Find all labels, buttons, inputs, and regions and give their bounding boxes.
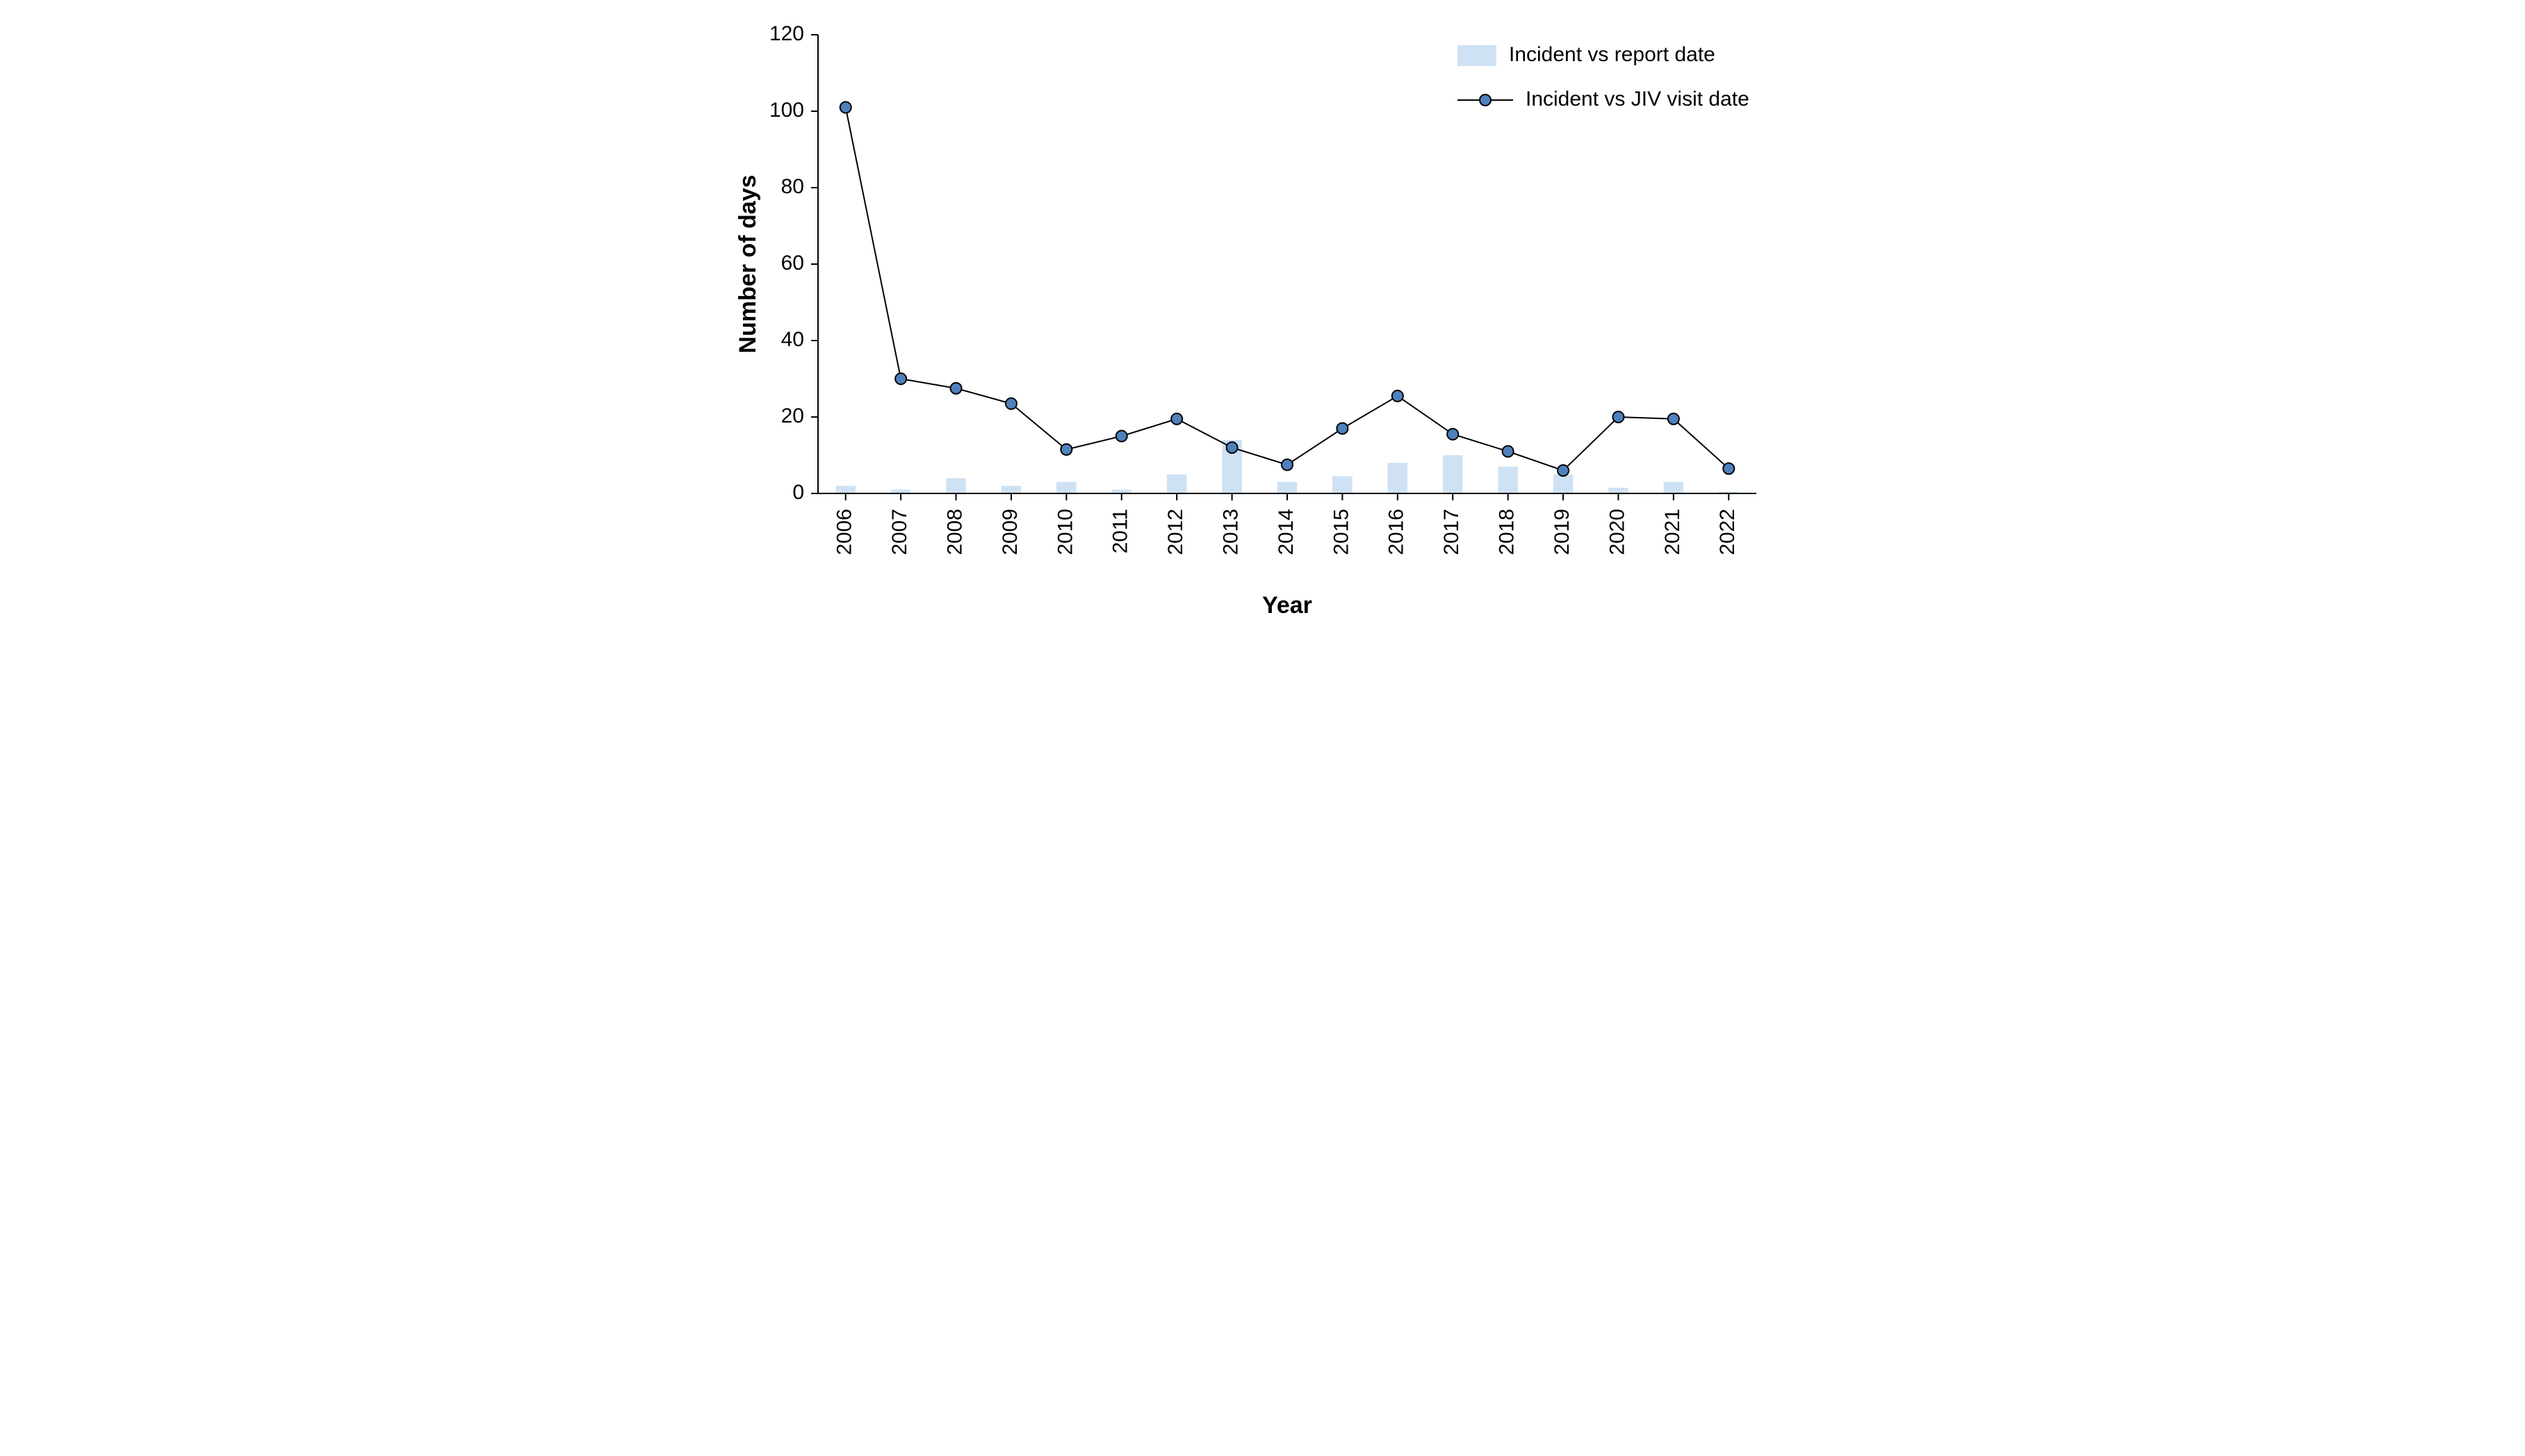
- line-marker: [1391, 391, 1403, 402]
- line-marker: [1667, 414, 1678, 425]
- legend-line-label: Incident vs JIV visit date: [1526, 88, 1749, 111]
- bar: [1332, 476, 1353, 493]
- x-tick-label: 2013: [1219, 509, 1242, 555]
- y-tick-label: 20: [781, 404, 803, 427]
- y-tick-label: 80: [781, 175, 803, 198]
- x-tick-label: 2008: [943, 509, 966, 555]
- line-marker: [1171, 414, 1182, 425]
- line-marker: [1226, 442, 1237, 453]
- y-axis-title: Number of days: [735, 175, 761, 354]
- line-marker: [895, 373, 906, 384]
- bar: [1442, 455, 1462, 493]
- x-tick-label: 2016: [1384, 509, 1407, 555]
- x-axis-title: Year: [1262, 592, 1312, 619]
- legend-bar-label: Incident vs report date: [1509, 43, 1715, 66]
- x-tick-label: 2015: [1330, 509, 1353, 555]
- line-marker: [1502, 446, 1513, 457]
- x-tick-label: 2010: [1054, 509, 1077, 555]
- x-tick-label: 2011: [1109, 509, 1131, 554]
- bar: [946, 478, 966, 493]
- bar: [1166, 475, 1186, 494]
- y-tick-label: 40: [781, 328, 803, 351]
- x-tick-label: 2017: [1440, 509, 1463, 555]
- line-marker: [1447, 429, 1458, 440]
- x-tick-label: 2006: [833, 509, 856, 555]
- x-tick-label: 2018: [1495, 509, 1518, 555]
- line-marker: [1005, 398, 1016, 409]
- line-marker: [840, 102, 851, 113]
- legend-bar-swatch: [1457, 45, 1496, 66]
- bar: [1663, 482, 1683, 494]
- line-marker: [1612, 411, 1624, 423]
- line-marker: [1337, 423, 1348, 434]
- x-tick-label: 2019: [1550, 509, 1573, 555]
- bar: [1387, 463, 1407, 493]
- line-marker: [1558, 465, 1569, 476]
- x-tick-label: 2014: [1274, 509, 1297, 555]
- y-tick-label: 60: [781, 252, 803, 275]
- bar: [1277, 482, 1297, 494]
- line-marker: [1282, 459, 1293, 471]
- bar: [1553, 475, 1573, 494]
- x-tick-label: 2020: [1605, 509, 1628, 555]
- chart-container: 0 20 40 60 80 100 120 2006 2007 2008 2009 2010 2011 2…: [735, 14, 1791, 625]
- bar: [835, 486, 856, 493]
- bar: [1056, 482, 1077, 494]
- y-tick-label: 0: [792, 481, 804, 504]
- chart-svg: 0 20 40 60 80 100 120 2006 2007 2008 2009 2010 2011 2…: [735, 14, 1791, 625]
- x-tick-label: 2009: [998, 509, 1021, 555]
- bar: [1608, 488, 1628, 493]
- line-marker: [1116, 431, 1127, 442]
- line-marker: [1061, 444, 1072, 455]
- bar: [1498, 467, 1518, 494]
- x-tick-label: 2022: [1716, 509, 1739, 555]
- x-tick-label: 2021: [1660, 509, 1683, 555]
- line-marker: [1723, 463, 1734, 474]
- y-tick-label: 100: [769, 99, 803, 122]
- bar: [1001, 486, 1021, 493]
- legend-line-marker: [1480, 95, 1491, 106]
- y-tick-label: 120: [769, 22, 803, 45]
- x-tick-label: 2007: [888, 509, 911, 555]
- x-tick-label: 2012: [1164, 509, 1187, 555]
- line-marker: [950, 383, 961, 394]
